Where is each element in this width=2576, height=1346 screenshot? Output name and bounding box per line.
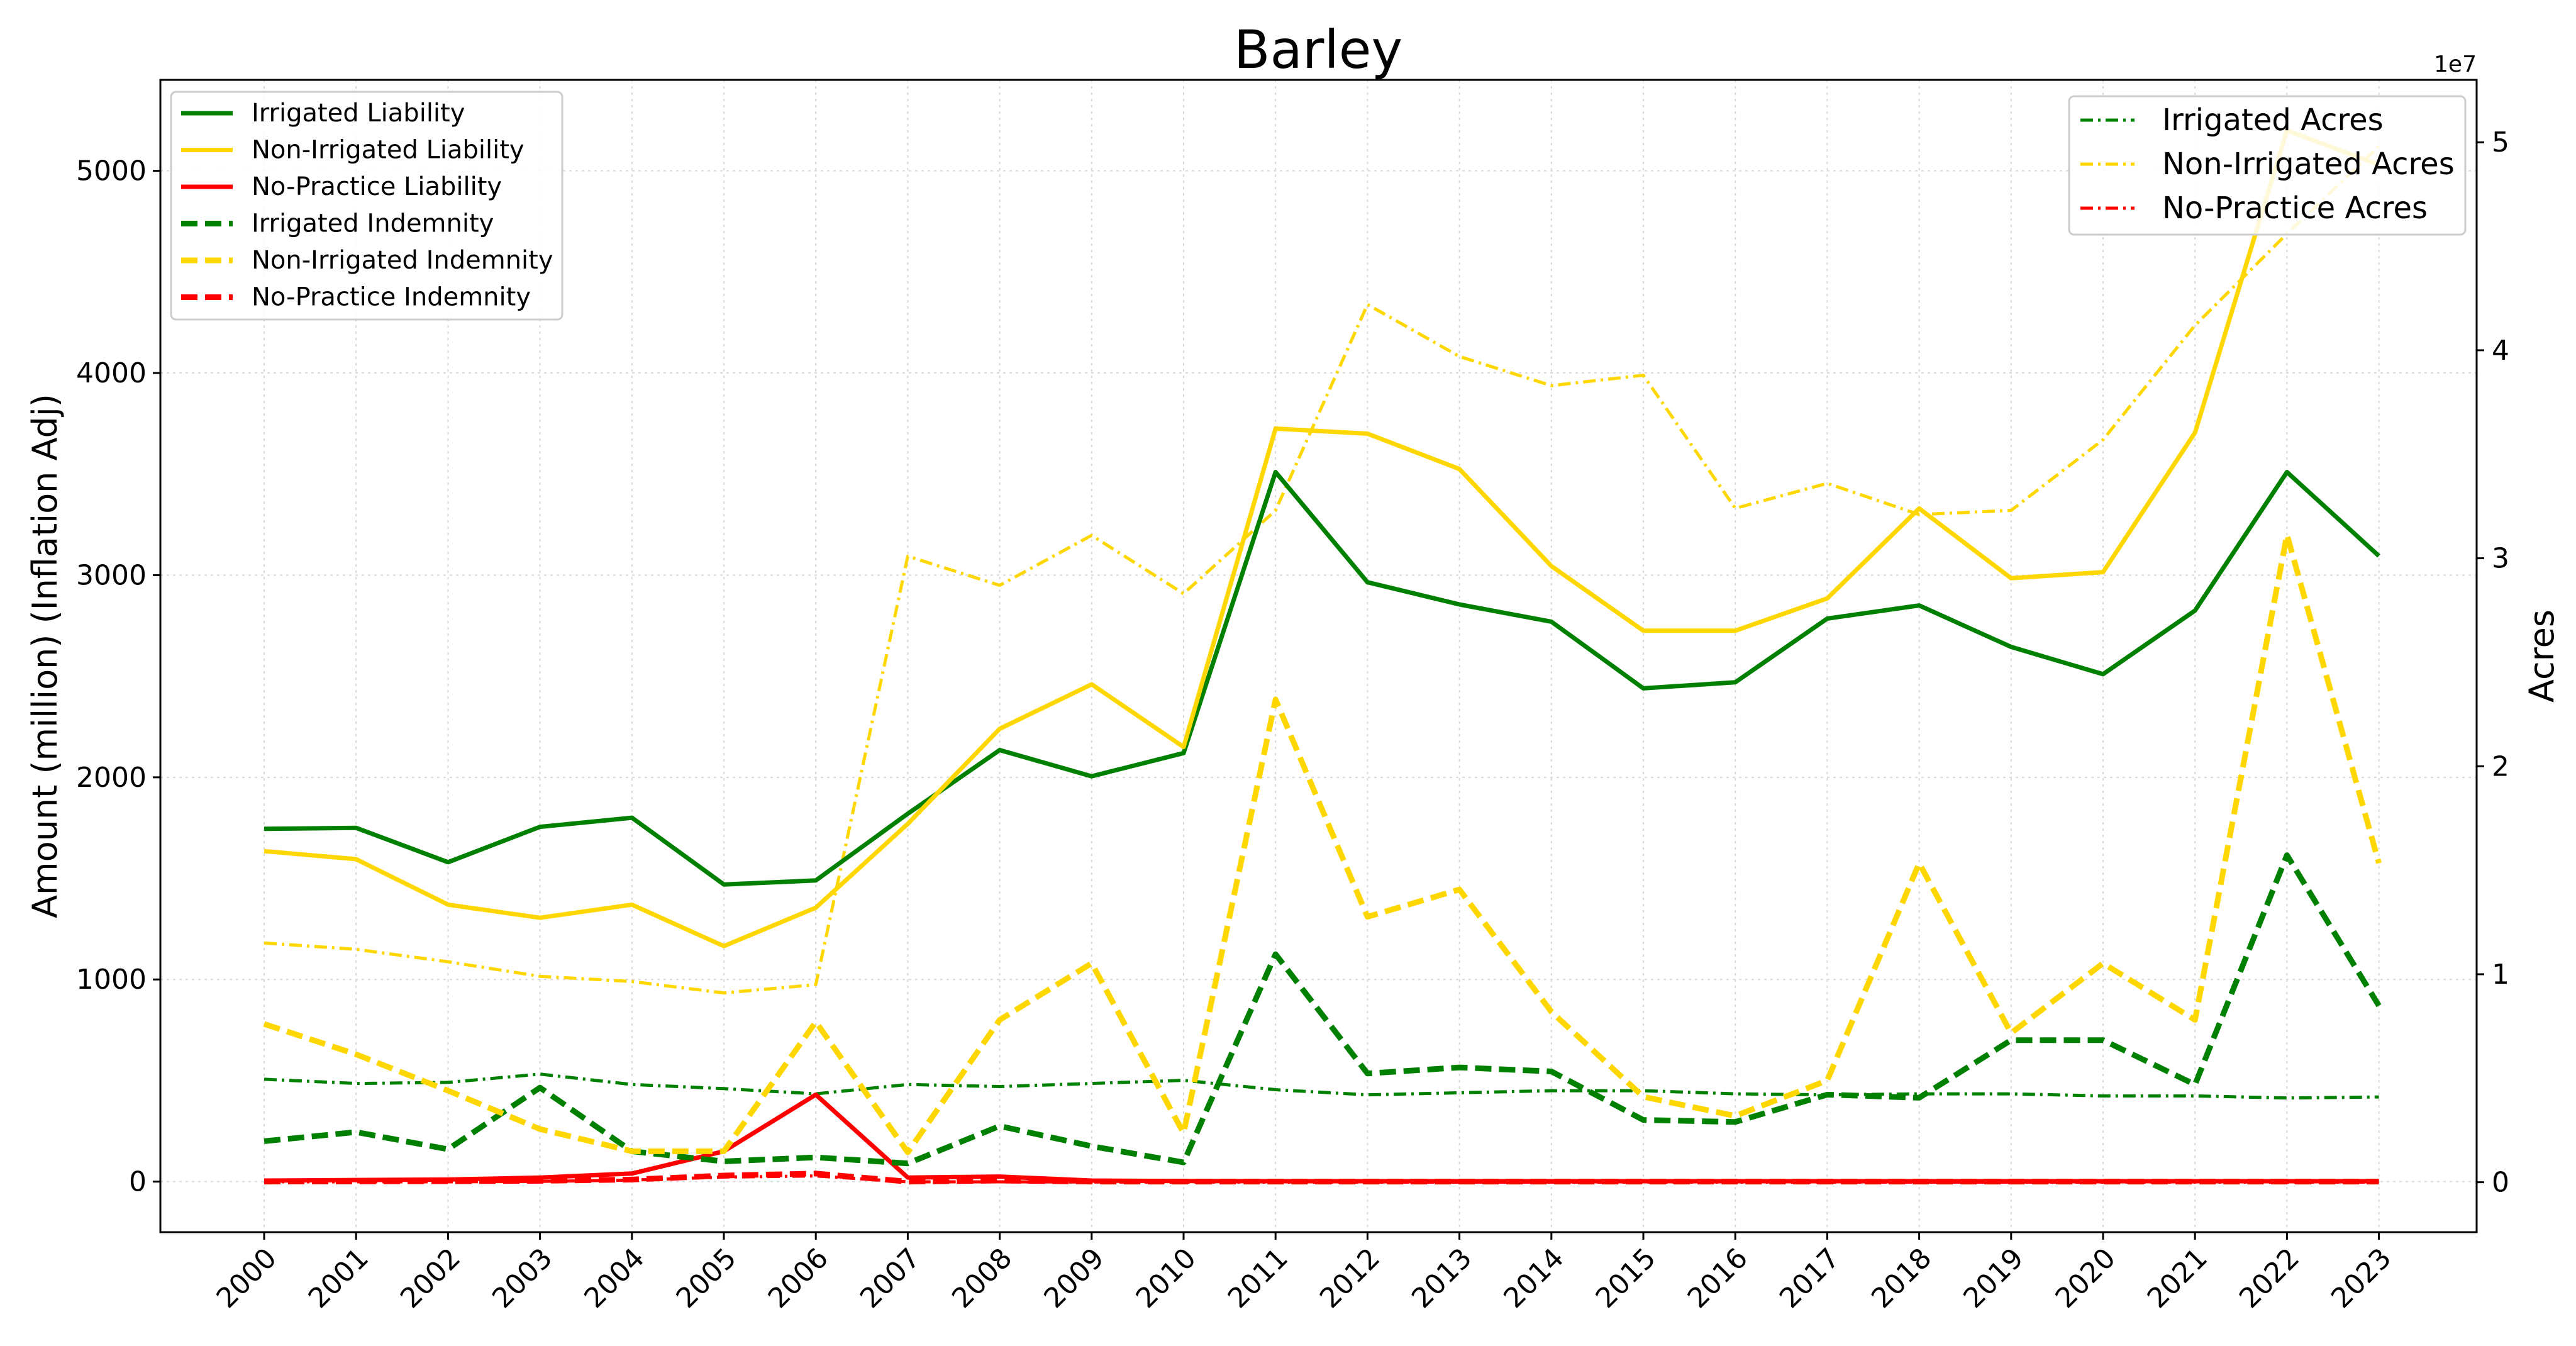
x-tick-label: 2022 xyxy=(2233,1242,2306,1315)
x-tick-label: 2013 xyxy=(1406,1242,1478,1315)
legend-entry: Non-Irrigated Indemnity xyxy=(252,246,553,275)
y-right-tick-label: 4 xyxy=(2492,335,2509,367)
y-left-tick-label: 0 xyxy=(129,1166,147,1198)
x-tick-label: 2005 xyxy=(670,1242,743,1315)
x-tick-label: 2008 xyxy=(946,1242,1018,1315)
x-tick-label: 2009 xyxy=(1038,1242,1110,1315)
x-tick-label: 2017 xyxy=(1774,1242,1846,1315)
y-left-tick-label: 1000 xyxy=(76,964,147,996)
y-right-tick-label: 0 xyxy=(2492,1167,2509,1199)
series-line-irrigated-acres xyxy=(264,1072,2379,1100)
legend-entry: No-Practice Liability xyxy=(252,172,502,201)
x-tick-label: 2003 xyxy=(486,1242,558,1315)
y-right-tick-label: 1 xyxy=(2492,959,2509,991)
series-line-no-practice-indemnity xyxy=(264,1171,2379,1185)
x-tick-label: 2006 xyxy=(762,1242,835,1315)
x-tick-label: 2016 xyxy=(1682,1242,1754,1315)
legend-entry: Non-Irrigated Acres xyxy=(2162,147,2455,182)
y-axis-left: 0 1000 2000 3000 4000 5000 xyxy=(76,155,160,1198)
y-axis-left-label: Amount (million) (Inflation Adj) xyxy=(25,394,65,918)
x-tick-label: 2001 xyxy=(303,1242,375,1315)
chart-title: Barley xyxy=(1234,19,1402,81)
x-tick-label: 2002 xyxy=(394,1242,467,1315)
y-axis-right: 0 1 2 3 4 5 xyxy=(2477,126,2509,1199)
y-right-tick-label: 5 xyxy=(2492,126,2509,159)
x-tick-label: 2019 xyxy=(1957,1242,2029,1315)
x-tick-label: 2018 xyxy=(1865,1242,1938,1315)
series-line-non-irrigated-liability xyxy=(264,128,2380,948)
series-line-irrigated-liability xyxy=(264,470,2380,887)
y-axis-right-label: Acres xyxy=(2522,609,2562,703)
series-line-non-irrigated-indemnity xyxy=(263,531,2382,1155)
legend-entry: Irrigated Acres xyxy=(2162,103,2384,138)
y-right-tick-label: 3 xyxy=(2492,543,2509,575)
x-tick-label: 2021 xyxy=(2141,1242,2214,1315)
legend-right-box xyxy=(2068,95,2467,236)
legend-right: Irrigated Acres Non-Irrigated Acres No-Pra… xyxy=(2068,95,2467,236)
legend-entry: No-Practice Indemnity xyxy=(252,283,531,312)
x-tick-label: 2007 xyxy=(854,1242,926,1315)
x-tick-label: 2011 xyxy=(1222,1242,1294,1315)
y-left-tick-label: 5000 xyxy=(76,155,147,187)
series-layer xyxy=(263,128,2382,1185)
legend-entry: Irrigated Indemnity xyxy=(252,209,494,238)
x-tick-label: 2010 xyxy=(1130,1242,1202,1315)
x-tick-label: 2015 xyxy=(1590,1242,1662,1315)
x-tick-label: 2004 xyxy=(578,1242,650,1315)
y-left-tick-label: 2000 xyxy=(76,762,147,794)
x-tick-label: 2023 xyxy=(2325,1242,2397,1315)
x-tick-label: 2020 xyxy=(2050,1242,2122,1315)
x-tick-label: 2012 xyxy=(1314,1242,1386,1315)
y-left-tick-label: 3000 xyxy=(76,559,147,591)
series-line-irrigated-indemnity xyxy=(264,852,2382,1167)
legend-entry: Non-Irrigated Liability xyxy=(252,136,525,165)
legend-entry: No-Practice Acres xyxy=(2162,191,2428,226)
plot-frame xyxy=(159,79,2478,1233)
legend-left: Irrigated Liability Non-Irrigated Liabili… xyxy=(170,91,564,321)
y-left-tick-label: 4000 xyxy=(76,357,147,389)
series-line-non-irrigated-acres xyxy=(264,145,2380,995)
legend-entry: Irrigated Liability xyxy=(252,99,465,128)
x-tick-label: 2014 xyxy=(1497,1242,1570,1315)
y-right-tick-label: 2 xyxy=(2492,750,2509,782)
y-axis-right-offset: 1e7 xyxy=(2434,52,2477,77)
legend-left-box xyxy=(170,91,564,321)
x-axis: 2000 2001 2002 2003 2004 2005 2006 2007 2008 2009… xyxy=(211,1232,2397,1315)
x-tick-label: 2000 xyxy=(211,1242,283,1315)
